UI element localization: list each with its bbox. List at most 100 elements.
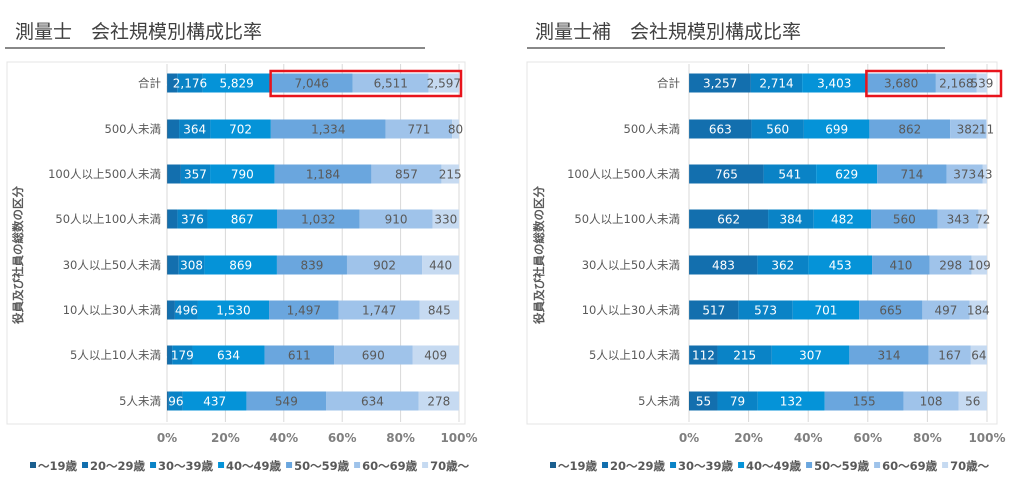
bar-segment xyxy=(418,391,459,411)
data-label: 702 xyxy=(229,123,252,137)
bar-segment xyxy=(269,300,339,320)
bar-segment xyxy=(167,164,168,184)
bar-segment xyxy=(346,255,423,275)
bar-segment xyxy=(869,119,951,139)
bar-segment xyxy=(849,345,929,365)
bar-segment xyxy=(167,255,168,275)
data-label: 409 xyxy=(424,349,447,363)
legend-label: 50～59歳 xyxy=(814,459,870,473)
data-label: 6,511 xyxy=(374,77,408,91)
data-label: 7,046 xyxy=(295,77,329,91)
data-label: 79 xyxy=(730,395,745,409)
data-label: 765 xyxy=(715,168,738,182)
bar-segment xyxy=(276,255,347,275)
bar-segment xyxy=(179,119,211,139)
data-label: 634 xyxy=(217,349,240,363)
bar-segment xyxy=(210,164,275,184)
bar-segment xyxy=(689,345,718,365)
data-label: 155 xyxy=(853,395,876,409)
category-label: 30人以上50人未満 xyxy=(582,258,680,272)
data-label: 3,403 xyxy=(817,77,851,91)
bar-segment xyxy=(816,164,878,184)
data-label: 382 xyxy=(957,123,980,137)
data-label: 483 xyxy=(712,259,735,273)
data-label: 215 xyxy=(733,349,756,363)
legend-swatch xyxy=(422,462,429,468)
data-label: 690 xyxy=(362,349,385,363)
data-label: 496 xyxy=(175,304,198,318)
bar-segment xyxy=(689,164,764,184)
data-label: 1,032 xyxy=(301,213,335,227)
bar-segment xyxy=(168,391,183,411)
data-label: 8 xyxy=(160,77,168,91)
category-label: 5人未満 xyxy=(638,394,680,408)
data-label: 72 xyxy=(975,213,990,227)
category-label: 合計 xyxy=(657,76,680,90)
legend-swatch xyxy=(30,462,36,468)
data-label: 1,184 xyxy=(306,168,340,182)
x-tick-label: 100% xyxy=(968,431,1005,445)
bar-segment xyxy=(359,209,433,229)
bar-segment xyxy=(937,209,979,229)
bar-segment xyxy=(452,119,459,139)
data-label: 2,714 xyxy=(759,77,793,91)
data-label: 453 xyxy=(829,259,852,273)
data-label: 343 xyxy=(947,213,970,227)
bar-segment xyxy=(167,164,181,184)
bar-segment xyxy=(167,345,173,365)
data-label: 96 xyxy=(168,395,183,409)
data-label: 314 xyxy=(878,349,901,363)
chart-title: 測量士補 会社規模別構成比率 xyxy=(535,21,801,43)
bar-segment xyxy=(689,119,752,139)
bar-segment xyxy=(859,300,923,320)
data-label: 132 xyxy=(780,395,803,409)
data-label: 1,497 xyxy=(287,304,321,318)
category-label: 5人以上10人未満 xyxy=(589,348,680,362)
bar-segment xyxy=(978,209,987,229)
data-label: 330 xyxy=(434,213,457,227)
bar-segment xyxy=(689,391,690,411)
bar-segment xyxy=(276,209,360,229)
bar-segment xyxy=(204,255,277,275)
legend-label: 40～49歳 xyxy=(226,459,282,473)
legend-label: ～19歳 xyxy=(558,459,598,473)
legend-label: 30～39歳 xyxy=(158,459,214,473)
data-label: 482 xyxy=(831,213,854,227)
bar-segment xyxy=(871,209,938,229)
bar-segment xyxy=(803,119,870,139)
bar-segment xyxy=(872,255,930,275)
data-label: 5,829 xyxy=(219,77,253,91)
data-label: 663 xyxy=(709,123,732,137)
bar-segment xyxy=(903,391,959,411)
bar-segment xyxy=(802,73,867,93)
bar-segment xyxy=(428,73,459,93)
highlight-box xyxy=(865,69,1003,98)
bar-segment xyxy=(751,119,804,139)
x-tick-label: 20% xyxy=(734,431,763,445)
data-label: 410 xyxy=(889,259,912,273)
plot-frame xyxy=(6,61,466,425)
data-label: 384 xyxy=(779,213,802,227)
legend-label: ～19歳 xyxy=(38,459,78,473)
chart-title: 測量士 会社規模別構成比率 xyxy=(15,21,262,43)
category-label: 100人以上500人未満 xyxy=(48,167,161,181)
legend-swatch xyxy=(670,462,677,468)
data-label: 64 xyxy=(971,349,986,363)
data-label: 179 xyxy=(171,349,194,363)
legend-swatch xyxy=(602,462,609,468)
bar-segment xyxy=(167,209,178,229)
bar-segment xyxy=(958,391,987,411)
x-tick-label: 60% xyxy=(853,431,882,445)
bar-segment xyxy=(352,73,429,93)
data-label: 862 xyxy=(898,123,921,137)
legend-swatch xyxy=(738,462,745,468)
bar-segment xyxy=(270,119,386,139)
bar-segment xyxy=(177,73,203,93)
bar-segment xyxy=(813,209,872,229)
data-label: 790 xyxy=(231,168,254,182)
bar-segment xyxy=(167,73,178,93)
data-label: 1 xyxy=(160,395,168,409)
data-label: 1,334 xyxy=(311,123,345,137)
data-label: 376 xyxy=(181,213,204,227)
legend-swatch xyxy=(874,462,881,468)
